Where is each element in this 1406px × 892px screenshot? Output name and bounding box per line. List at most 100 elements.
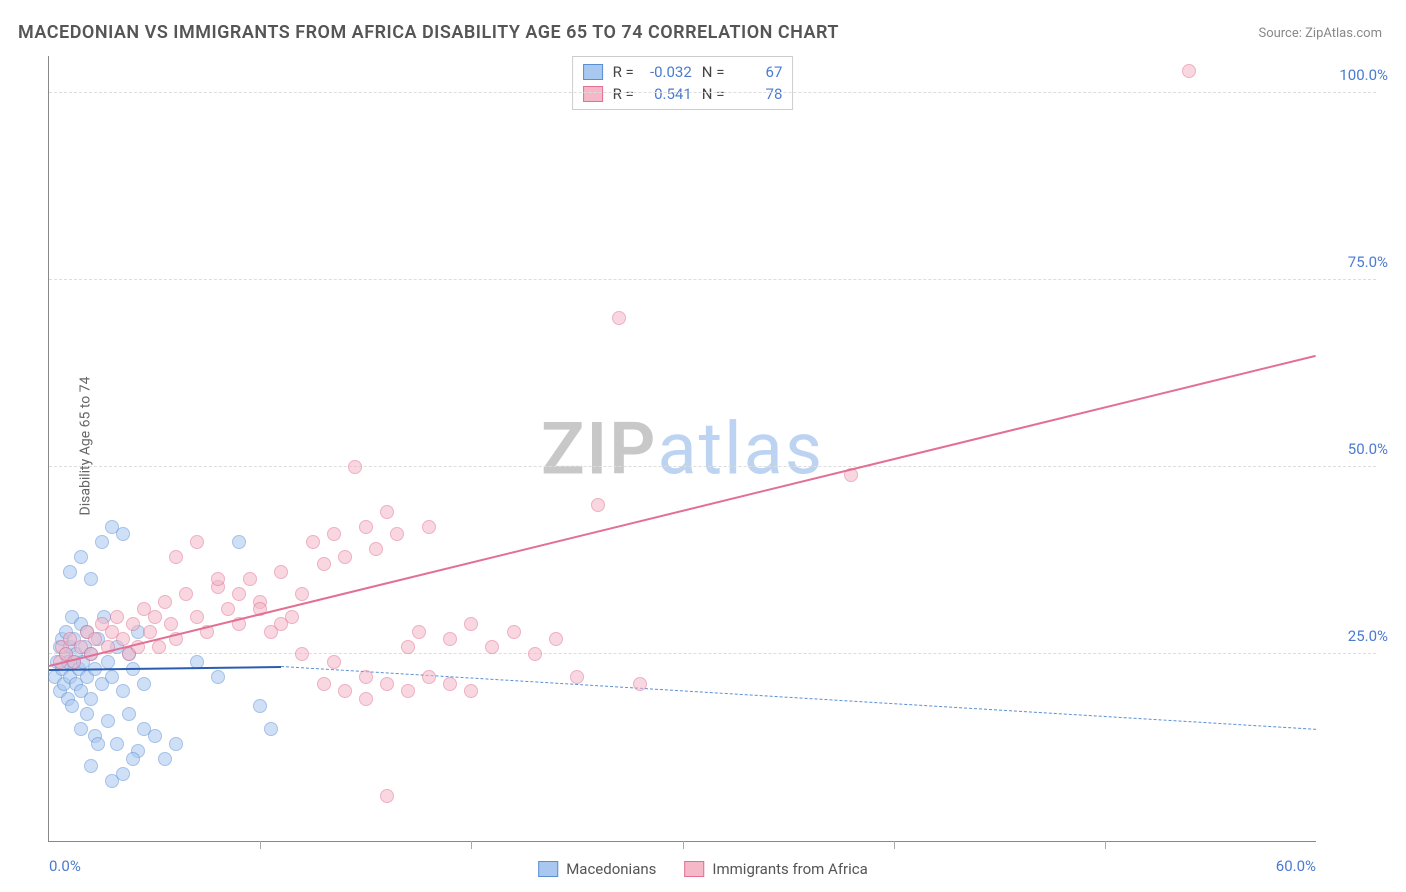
- scatter-point: [390, 527, 404, 541]
- stat-r-label: R =: [613, 85, 634, 103]
- chart-plot-area: ZIPatlas R =-0.032N =67R =0.541N =78 25.…: [48, 56, 1316, 842]
- y-tick-label: 75.0%: [1348, 253, 1388, 271]
- scatter-point: [612, 311, 626, 325]
- scatter-point: [110, 610, 124, 624]
- scatter-point: [143, 625, 157, 639]
- scatter-point: [380, 505, 394, 519]
- legend-label: Immigrants from Africa: [712, 860, 867, 878]
- scatter-point: [243, 572, 257, 586]
- legend-swatch: [583, 86, 603, 102]
- scatter-point: [359, 520, 373, 534]
- stat-r-value: -0.032: [644, 63, 692, 81]
- y-tick-label: 25.0%: [1348, 627, 1388, 645]
- watermark-zip: ZIP: [541, 406, 657, 491]
- scatter-point: [485, 640, 499, 654]
- x-tick-mark: [260, 841, 261, 849]
- scatter-point: [348, 460, 362, 474]
- scatter-point: [95, 535, 109, 549]
- scatter-point: [570, 670, 584, 684]
- scatter-point: [190, 535, 204, 549]
- legend-swatch: [538, 861, 558, 877]
- scatter-point: [152, 640, 166, 654]
- x-tick-label-min: 0.0%: [49, 857, 81, 875]
- scatter-point: [369, 542, 383, 556]
- scatter-point: [264, 722, 278, 736]
- scatter-point: [422, 670, 436, 684]
- scatter-point: [549, 632, 563, 646]
- gridline-horizontal: [49, 466, 1376, 467]
- legend-label: Macedonians: [566, 860, 656, 878]
- stat-n-value: 67: [734, 63, 782, 81]
- scatter-point: [338, 550, 352, 564]
- scatter-point: [179, 587, 193, 601]
- gridline-horizontal: [49, 279, 1376, 280]
- watermark: ZIPatlas: [541, 406, 824, 491]
- scatter-point: [122, 707, 136, 721]
- scatter-point: [401, 684, 415, 698]
- x-tick-mark: [471, 841, 472, 849]
- stats-row: R = 0.541 N = 78: [583, 83, 783, 105]
- scatter-point: [274, 565, 288, 579]
- scatter-point: [464, 684, 478, 698]
- scatter-point: [169, 737, 183, 751]
- scatter-point: [338, 684, 352, 698]
- scatter-point: [253, 699, 267, 713]
- scatter-point: [317, 677, 331, 691]
- scatter-point: [137, 677, 151, 691]
- scatter-point: [74, 722, 88, 736]
- scatter-point: [169, 550, 183, 564]
- scatter-point: [116, 767, 130, 781]
- scatter-point: [232, 535, 246, 549]
- source-link[interactable]: ZipAtlas.com: [1305, 26, 1382, 41]
- legend-item: Immigrants from Africa: [684, 860, 867, 878]
- scatter-point: [110, 737, 124, 751]
- trend-line: [281, 666, 1316, 730]
- scatter-point: [380, 789, 394, 803]
- y-tick-label: 50.0%: [1348, 440, 1388, 458]
- scatter-point: [317, 557, 331, 571]
- source-prefix: Source:: [1258, 26, 1305, 41]
- scatter-point: [443, 677, 457, 691]
- scatter-point: [591, 498, 605, 512]
- gridline-horizontal: [49, 653, 1376, 654]
- scatter-point: [221, 602, 235, 616]
- scatter-point: [274, 617, 288, 631]
- scatter-point: [158, 752, 172, 766]
- legend-item: Macedonians: [538, 860, 656, 878]
- watermark-rest: atlas: [657, 406, 824, 491]
- stats-row: R = -0.032 N = 67: [583, 61, 783, 83]
- scatter-point: [148, 610, 162, 624]
- scatter-point: [295, 647, 309, 661]
- stat-r-value: 0.541: [644, 85, 692, 103]
- scatter-point: [359, 670, 373, 684]
- stat-r-label: R =: [613, 63, 634, 81]
- scatter-point: [422, 520, 436, 534]
- stat-n-label: N =: [702, 63, 725, 81]
- scatter-point: [190, 610, 204, 624]
- legend: Macedonians Immigrants from Africa: [538, 860, 868, 878]
- stat-n-value: 78: [734, 85, 782, 103]
- scatter-point: [232, 587, 246, 601]
- scatter-point: [158, 595, 172, 609]
- source-attribution: Source: ZipAtlas.com: [1258, 26, 1382, 41]
- x-tick-label-max: 60.0%: [1276, 857, 1316, 875]
- stat-n-label: N =: [702, 85, 725, 103]
- scatter-point: [74, 550, 88, 564]
- x-tick-mark: [1105, 841, 1106, 849]
- scatter-point: [306, 535, 320, 549]
- scatter-point: [126, 617, 140, 631]
- scatter-point: [80, 707, 94, 721]
- scatter-point: [1182, 64, 1196, 78]
- scatter-point: [84, 759, 98, 773]
- scatter-point: [105, 670, 119, 684]
- scatter-point: [507, 625, 521, 639]
- y-tick-label: 100.0%: [1339, 66, 1388, 84]
- scatter-point: [359, 692, 373, 706]
- scatter-point: [116, 632, 130, 646]
- scatter-point: [528, 647, 542, 661]
- scatter-point: [116, 684, 130, 698]
- scatter-point: [101, 655, 115, 669]
- scatter-point: [412, 625, 426, 639]
- x-tick-mark: [894, 841, 895, 849]
- scatter-point: [633, 677, 647, 691]
